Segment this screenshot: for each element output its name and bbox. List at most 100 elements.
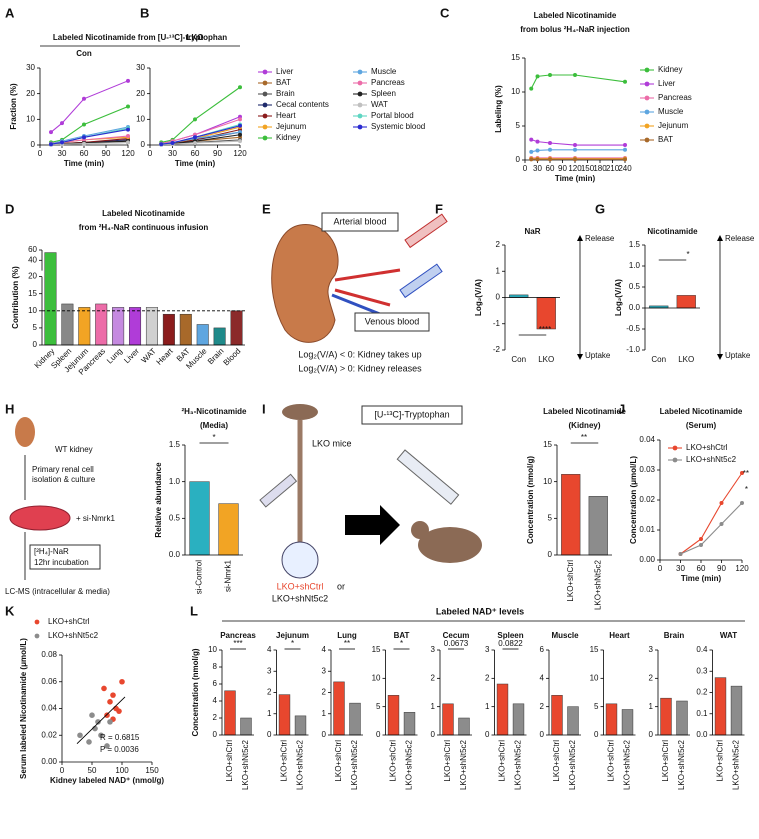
annotation: * <box>400 639 403 648</box>
diagram-i: I LKO mice LKO+shCtrl or LKO+shNt5c2 [U-… <box>259 401 482 603</box>
legend-marker <box>644 109 650 115</box>
point <box>104 712 110 718</box>
chart-title: Labeled Nicotinamide <box>660 407 743 416</box>
y-tick-label: 0.5 <box>629 282 641 291</box>
panel-label: L <box>190 603 198 618</box>
panel-label: I <box>262 401 266 416</box>
y-tick-label: 0 <box>496 293 501 302</box>
point <box>193 135 197 140</box>
panel-label: K <box>5 603 15 618</box>
legend-marker <box>262 80 268 86</box>
x-tick-label: 120 <box>233 149 247 158</box>
legend-marker <box>357 69 363 75</box>
y-tick-label: -1.0 <box>626 345 640 354</box>
x-tick-label: 90 <box>558 164 567 173</box>
y-tick-label: 0 <box>516 155 521 164</box>
label: or <box>337 581 345 591</box>
panel-label: F <box>435 201 443 216</box>
arrow-head <box>577 235 583 241</box>
legend-marker <box>644 123 650 129</box>
point <box>86 739 92 745</box>
y-tick-label: 0.1 <box>696 709 708 718</box>
y-tick-label: 3 <box>322 666 327 675</box>
point <box>60 121 64 126</box>
x-tick-label: 90 <box>213 149 222 158</box>
y-tick-label: 0 <box>431 730 436 739</box>
bar <box>278 694 291 736</box>
bar <box>294 715 307 736</box>
series-line <box>50 126 129 145</box>
point <box>529 137 534 142</box>
x-tick-label: LKO+shNt5c2 <box>568 739 577 790</box>
legend-label: Spleen <box>371 89 396 98</box>
x-axis-label: Time (min) <box>555 174 596 183</box>
syringe <box>399 263 443 299</box>
bar <box>512 703 525 736</box>
label: Arterial blood <box>333 216 386 226</box>
y-tick-label: 0 <box>141 140 146 149</box>
y-tick-label: 0.4 <box>696 645 708 654</box>
chart-subtitle: (Serum) <box>686 421 717 430</box>
point <box>535 148 540 153</box>
vessel <box>334 268 401 307</box>
legend-marker <box>644 95 650 101</box>
y-tick-label: 10 <box>543 477 552 486</box>
legend-label: BAT <box>276 78 291 87</box>
x-tick-label: Blood <box>222 347 243 368</box>
bar <box>230 310 243 346</box>
legend-label: Liver <box>276 67 294 76</box>
series-line <box>531 149 625 153</box>
legend-marker <box>262 69 268 75</box>
y-tick-label: 2 <box>213 713 218 722</box>
legend-label: Portal blood <box>371 111 414 120</box>
chart-subtitle: from ²H₄-NaR continuous infusion <box>79 223 209 232</box>
y-axis-label: Contribution (%) <box>11 266 20 329</box>
y-tick-label: 15 <box>28 289 37 298</box>
bar <box>588 496 608 556</box>
label-box <box>321 212 399 232</box>
y-tick-label: 10 <box>136 114 145 123</box>
bar <box>189 481 210 556</box>
y-tick-label: 2 <box>485 673 490 682</box>
x-tick-label: 90 <box>102 149 111 158</box>
bar <box>567 706 579 736</box>
y-tick-label: 1 <box>322 709 327 718</box>
panel-label: D <box>5 201 14 216</box>
legend-label: LKO+shNt5c2 <box>48 631 99 640</box>
y-tick-label: 6 <box>213 679 218 688</box>
y-axis-label: Log₂(V/A) <box>474 279 483 316</box>
arrow-head <box>577 354 583 360</box>
y-tick-label: 0.08 <box>41 650 57 659</box>
point <box>95 719 101 725</box>
point <box>548 157 552 162</box>
legend-marker <box>262 135 268 141</box>
x-tick-label: LKO+shNt5c2 <box>405 739 414 790</box>
chart-title: NaR <box>524 227 540 236</box>
x-tick-label: 120 <box>568 164 582 173</box>
point <box>126 127 130 132</box>
label-box <box>354 312 430 332</box>
y-tick-label: 10 <box>26 114 35 123</box>
point <box>573 157 577 162</box>
y-tick-label: 4 <box>213 696 218 705</box>
x-tick-label: 240 <box>618 164 632 173</box>
y-tick-label: 2 <box>322 688 327 697</box>
x-tick-label: si-Control <box>195 560 204 594</box>
point <box>535 74 540 79</box>
bar <box>403 712 416 736</box>
chart-title: Labeled Nicotinamide <box>534 11 617 20</box>
bar <box>129 307 142 346</box>
kidney-icon <box>15 417 35 447</box>
point <box>126 140 130 145</box>
vector-icon <box>281 541 319 579</box>
label: [²H₄]-NaR <box>34 547 69 556</box>
y-tick-label: 0 <box>649 730 654 739</box>
label: LKO+shCtrl <box>277 581 324 591</box>
point <box>548 141 552 145</box>
annotation: R = 0.6815 <box>100 733 140 742</box>
x-tick-label: LKO+shCtrl <box>661 740 670 782</box>
x-tick-label: LKO+shCtrl <box>498 740 507 782</box>
chart-title: Lung <box>337 631 357 640</box>
y-tick-label: 2 <box>540 702 545 711</box>
bar <box>145 307 158 346</box>
